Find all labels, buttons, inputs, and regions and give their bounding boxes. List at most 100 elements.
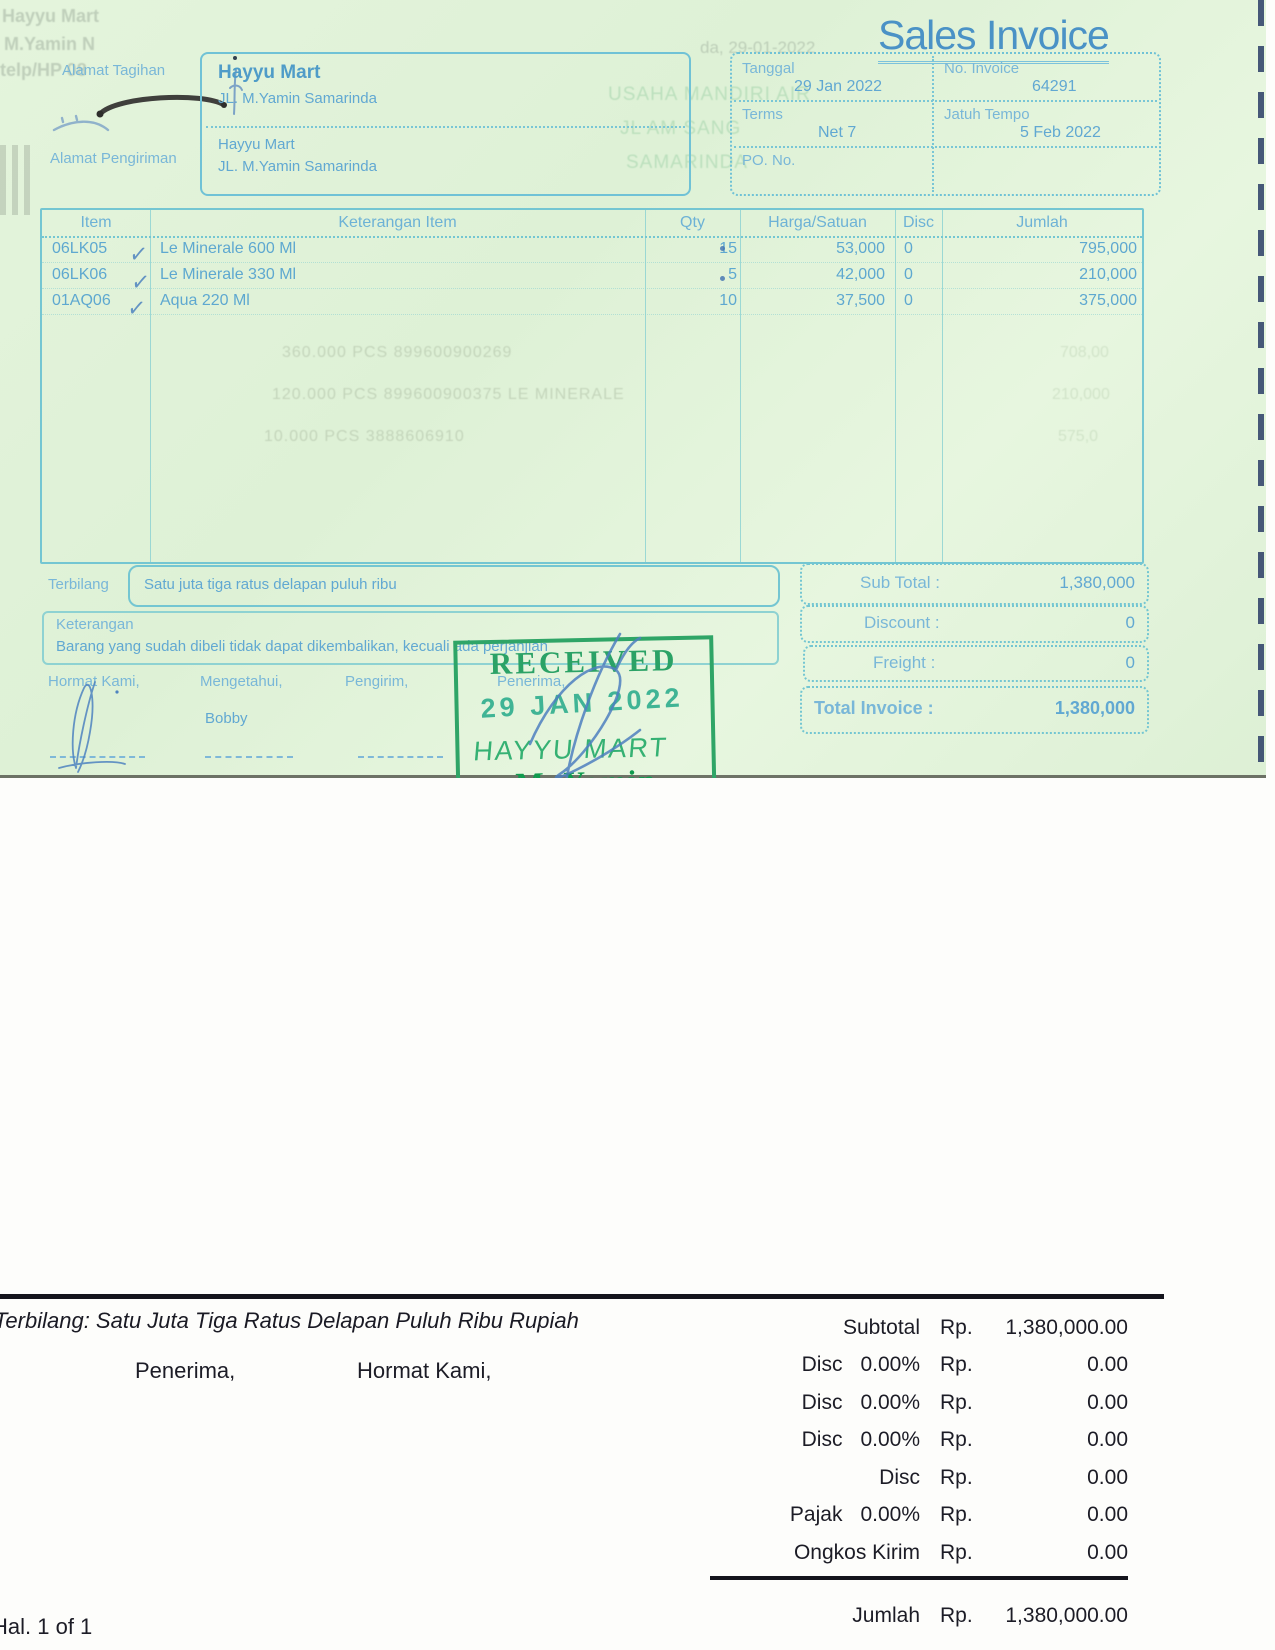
column-header-harga: Harga/Satuan — [768, 214, 867, 231]
billing-name: Hayyu Mart — [218, 62, 321, 83]
footer-row-currency: Rp. — [940, 1503, 973, 1526]
footer-row-currency: Rp. — [940, 1541, 973, 1564]
po-no-label: PO. No. — [742, 152, 796, 169]
ghost-text: USAHA MANDIRI AIR — [608, 84, 811, 105]
no-invoice-label: No. Invoice — [944, 60, 1020, 77]
mengetahui-label: Mengetahui, — [200, 673, 283, 690]
table-row-divider — [42, 314, 1142, 315]
table-column-divider — [150, 210, 151, 562]
stamp-signature-scrawl — [528, 632, 642, 778]
invoice-meta-box: Tanggal 29 Jan 2022 No. Invoice 64291 Te… — [730, 52, 1161, 196]
footer-amount-row: Disc 0.00% Rp. 0.00 — [0, 1428, 1275, 1456]
footer-amount-row: Disc 0.00% Rp. 0.00 — [0, 1391, 1275, 1419]
total-invoice-value: 1,380,000 — [1054, 698, 1135, 718]
pen-mark — [720, 276, 725, 281]
footer-row-label: Disc — [801, 1353, 843, 1376]
item-amount-cell: 375,000 — [1079, 292, 1137, 309]
footer-amount-row: Pajak 0.00% Rp. 0.00 — [0, 1503, 1275, 1531]
item-code-cell: 06LK05 — [52, 240, 108, 257]
item-price-cell: 37,500 — [836, 292, 885, 309]
signer-name: Bobby — [205, 710, 248, 727]
pen-checkmark: ✓ — [125, 294, 147, 325]
subtotal-box: Sub Total : 1,380,000 — [800, 563, 1149, 605]
footer-row-amount: 0.00 — [1087, 1353, 1128, 1376]
footer-row-label: Disc — [801, 1391, 843, 1414]
item-qty-cell: 5 — [728, 266, 737, 283]
footer-row-label: Subtotal — [842, 1316, 920, 1339]
footer-row-label: Disc — [801, 1428, 843, 1451]
billing-address: JL. M.Yamin Samarinda — [218, 90, 377, 107]
hormat-kami-label: Hormat Kami, — [48, 673, 140, 690]
meta-divider — [734, 100, 1157, 102]
footer-row-amount: 0.00 — [1087, 1391, 1128, 1414]
table-header-divider — [42, 236, 1142, 238]
tanggal-value: 29 Jan 2022 — [794, 78, 883, 95]
footer-row-amount: 0.00 — [1087, 1466, 1128, 1489]
item-code-cell: 01AQ06 — [52, 292, 111, 309]
footer-hormat-kami-label: Hormat Kami, — [357, 1358, 492, 1383]
signature-line — [205, 756, 293, 758]
item-disc-cell: 0 — [904, 266, 913, 283]
footer-rule-top — [0, 1294, 1164, 1299]
footer-total-label: Jumlah — [852, 1604, 920, 1627]
ghost-text: JL AM SANG — [620, 118, 742, 139]
footer-row-amount: 1,380,000.00 — [1005, 1316, 1128, 1339]
footer-row-label: Ongkos Kirim — [793, 1541, 920, 1564]
table-column-divider — [942, 210, 943, 562]
pengirim-label: Pengirim, — [345, 673, 409, 690]
terbilang-text: Satu juta tiga ratus delapan puluh ribu — [144, 576, 397, 593]
table-row-divider — [42, 288, 1142, 289]
keterangan-box: Keterangan Barang yang sudah dibeli tida… — [42, 611, 779, 665]
footer-total-amount: 1,380,000.00 — [1005, 1604, 1128, 1627]
pen-mark — [229, 69, 243, 115]
scan-smudge — [0, 145, 34, 215]
table-column-divider — [740, 210, 741, 562]
item-qty-cell: 10 — [719, 292, 737, 309]
footer-row-amount: 0.00 — [1087, 1503, 1128, 1526]
staple-mark — [96, 94, 227, 118]
column-header-jumlah: Jumlah — [1016, 214, 1068, 231]
footer-amount-row: Disc 0.00% Rp. 0.00 — [0, 1353, 1275, 1381]
column-header-qty: Qty — [680, 214, 705, 231]
discount-label: Discount : — [864, 613, 940, 632]
shipping-name: Hayyu Mart — [218, 136, 295, 153]
table-row-divider — [42, 262, 1142, 263]
address-divider — [206, 126, 685, 128]
keterangan-text: Barang yang sudah dibeli tidak dapat dik… — [56, 638, 548, 655]
freight-label: Freight : — [873, 653, 936, 672]
item-disc-cell: 0 — [904, 292, 913, 309]
ghost-text: 708,00 — [1060, 344, 1109, 361]
item-disc-cell: 0 — [904, 240, 913, 257]
discount-value: 0 — [1125, 613, 1135, 632]
freight-box: Freight : 0 — [803, 645, 1149, 682]
column-header-keterangan: Keterangan Item — [338, 214, 457, 231]
item-amount-cell: 210,000 — [1079, 266, 1137, 283]
table-column-divider — [895, 210, 896, 562]
items-table: Item Keterangan Item Qty Harga/Satuan Di… — [40, 208, 1144, 564]
pen-mark — [720, 246, 725, 251]
terbilang-label: Terbilang — [48, 576, 109, 593]
footer-row-label: Disc — [879, 1466, 920, 1489]
footer-row-amount: 0.00 — [1087, 1541, 1128, 1564]
item-price-cell: 53,000 — [836, 240, 885, 257]
jatuh-tempo-label: Jatuh Tempo — [944, 106, 1030, 123]
subtotal-label: Sub Total : — [860, 573, 941, 592]
handwritten-scribble — [52, 114, 110, 132]
scanned-invoice: Hayyu Mart M.Yamin N telp/HP 08 da, 29-0… — [0, 0, 1266, 778]
footer-row-currency: Rp. — [940, 1466, 973, 1489]
item-price-cell: 42,000 — [836, 266, 885, 283]
item-code-cell: 06LK06 — [52, 266, 108, 283]
footer-row-currency: Rp. — [940, 1428, 973, 1451]
ghost-text: 120.000 PCS 899600900375 LE MINERALE — [272, 386, 625, 403]
item-qty-cell: 15 — [719, 240, 737, 257]
total-invoice-box: Total Invoice : 1,380,000 — [800, 686, 1149, 734]
footer-amount-row: Ongkos Kirim Rp. 0.00 — [0, 1541, 1275, 1569]
scan-edge — [0, 775, 1266, 778]
keterangan-label: Keterangan — [56, 616, 134, 633]
footer-amount-row: Subtotal Rp. 1,380,000.00 — [0, 1316, 1275, 1344]
table-column-divider — [645, 210, 646, 562]
footer-amount-row: Disc Rp. 0.00 — [0, 1466, 1275, 1494]
invoice-title: Sales Invoice — [878, 12, 1110, 64]
freight-value: 0 — [1125, 653, 1135, 672]
ghost-text: telp/HP 08 — [0, 60, 87, 80]
